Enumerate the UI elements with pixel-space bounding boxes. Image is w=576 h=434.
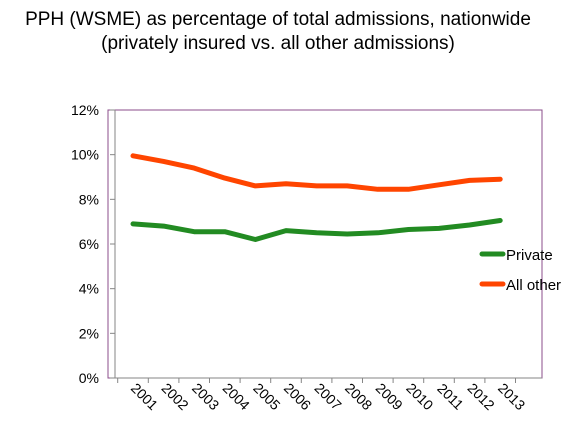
x-tick-label: 2002 bbox=[158, 380, 191, 413]
y-tick-label: 10% bbox=[71, 147, 99, 163]
chart-title-line-2: (privately insured vs. all other admissi… bbox=[101, 33, 455, 54]
x-tick-label: 2005 bbox=[250, 380, 283, 413]
series-line-private bbox=[130, 218, 503, 242]
y-tick-label: 4% bbox=[79, 281, 99, 297]
x-tick-label: 2001 bbox=[128, 380, 161, 413]
x-tick-label: 2010 bbox=[403, 380, 436, 413]
y-tick-label: 0% bbox=[79, 370, 99, 386]
x-tick-label: 2009 bbox=[373, 380, 406, 413]
legend-label: All other bbox=[506, 277, 561, 294]
y-tick-label: 8% bbox=[79, 191, 99, 207]
legend-label: Private bbox=[506, 247, 553, 264]
series-line-all-other bbox=[130, 153, 503, 192]
plot-area-border bbox=[107, 109, 543, 379]
y-tick-label: 12% bbox=[71, 102, 99, 118]
x-tick-label: 2011 bbox=[434, 380, 467, 413]
x-tick-label: 2012 bbox=[464, 380, 497, 413]
x-tick-label: 2006 bbox=[281, 380, 314, 413]
x-tick-label: 2004 bbox=[220, 380, 253, 413]
x-tick-label: 2003 bbox=[189, 380, 222, 413]
x-tick-label: 2013 bbox=[495, 380, 528, 413]
chart-title: PPH (WSME) as percentage of total admiss… bbox=[0, 8, 556, 56]
y-tick-label: 2% bbox=[79, 325, 99, 341]
x-tick-label: 2008 bbox=[342, 380, 375, 413]
y-tick-label: 6% bbox=[79, 236, 99, 252]
chart-title-line-1: PPH (WSME) as percentage of total admiss… bbox=[25, 9, 531, 30]
x-tick-label: 2007 bbox=[311, 380, 344, 413]
